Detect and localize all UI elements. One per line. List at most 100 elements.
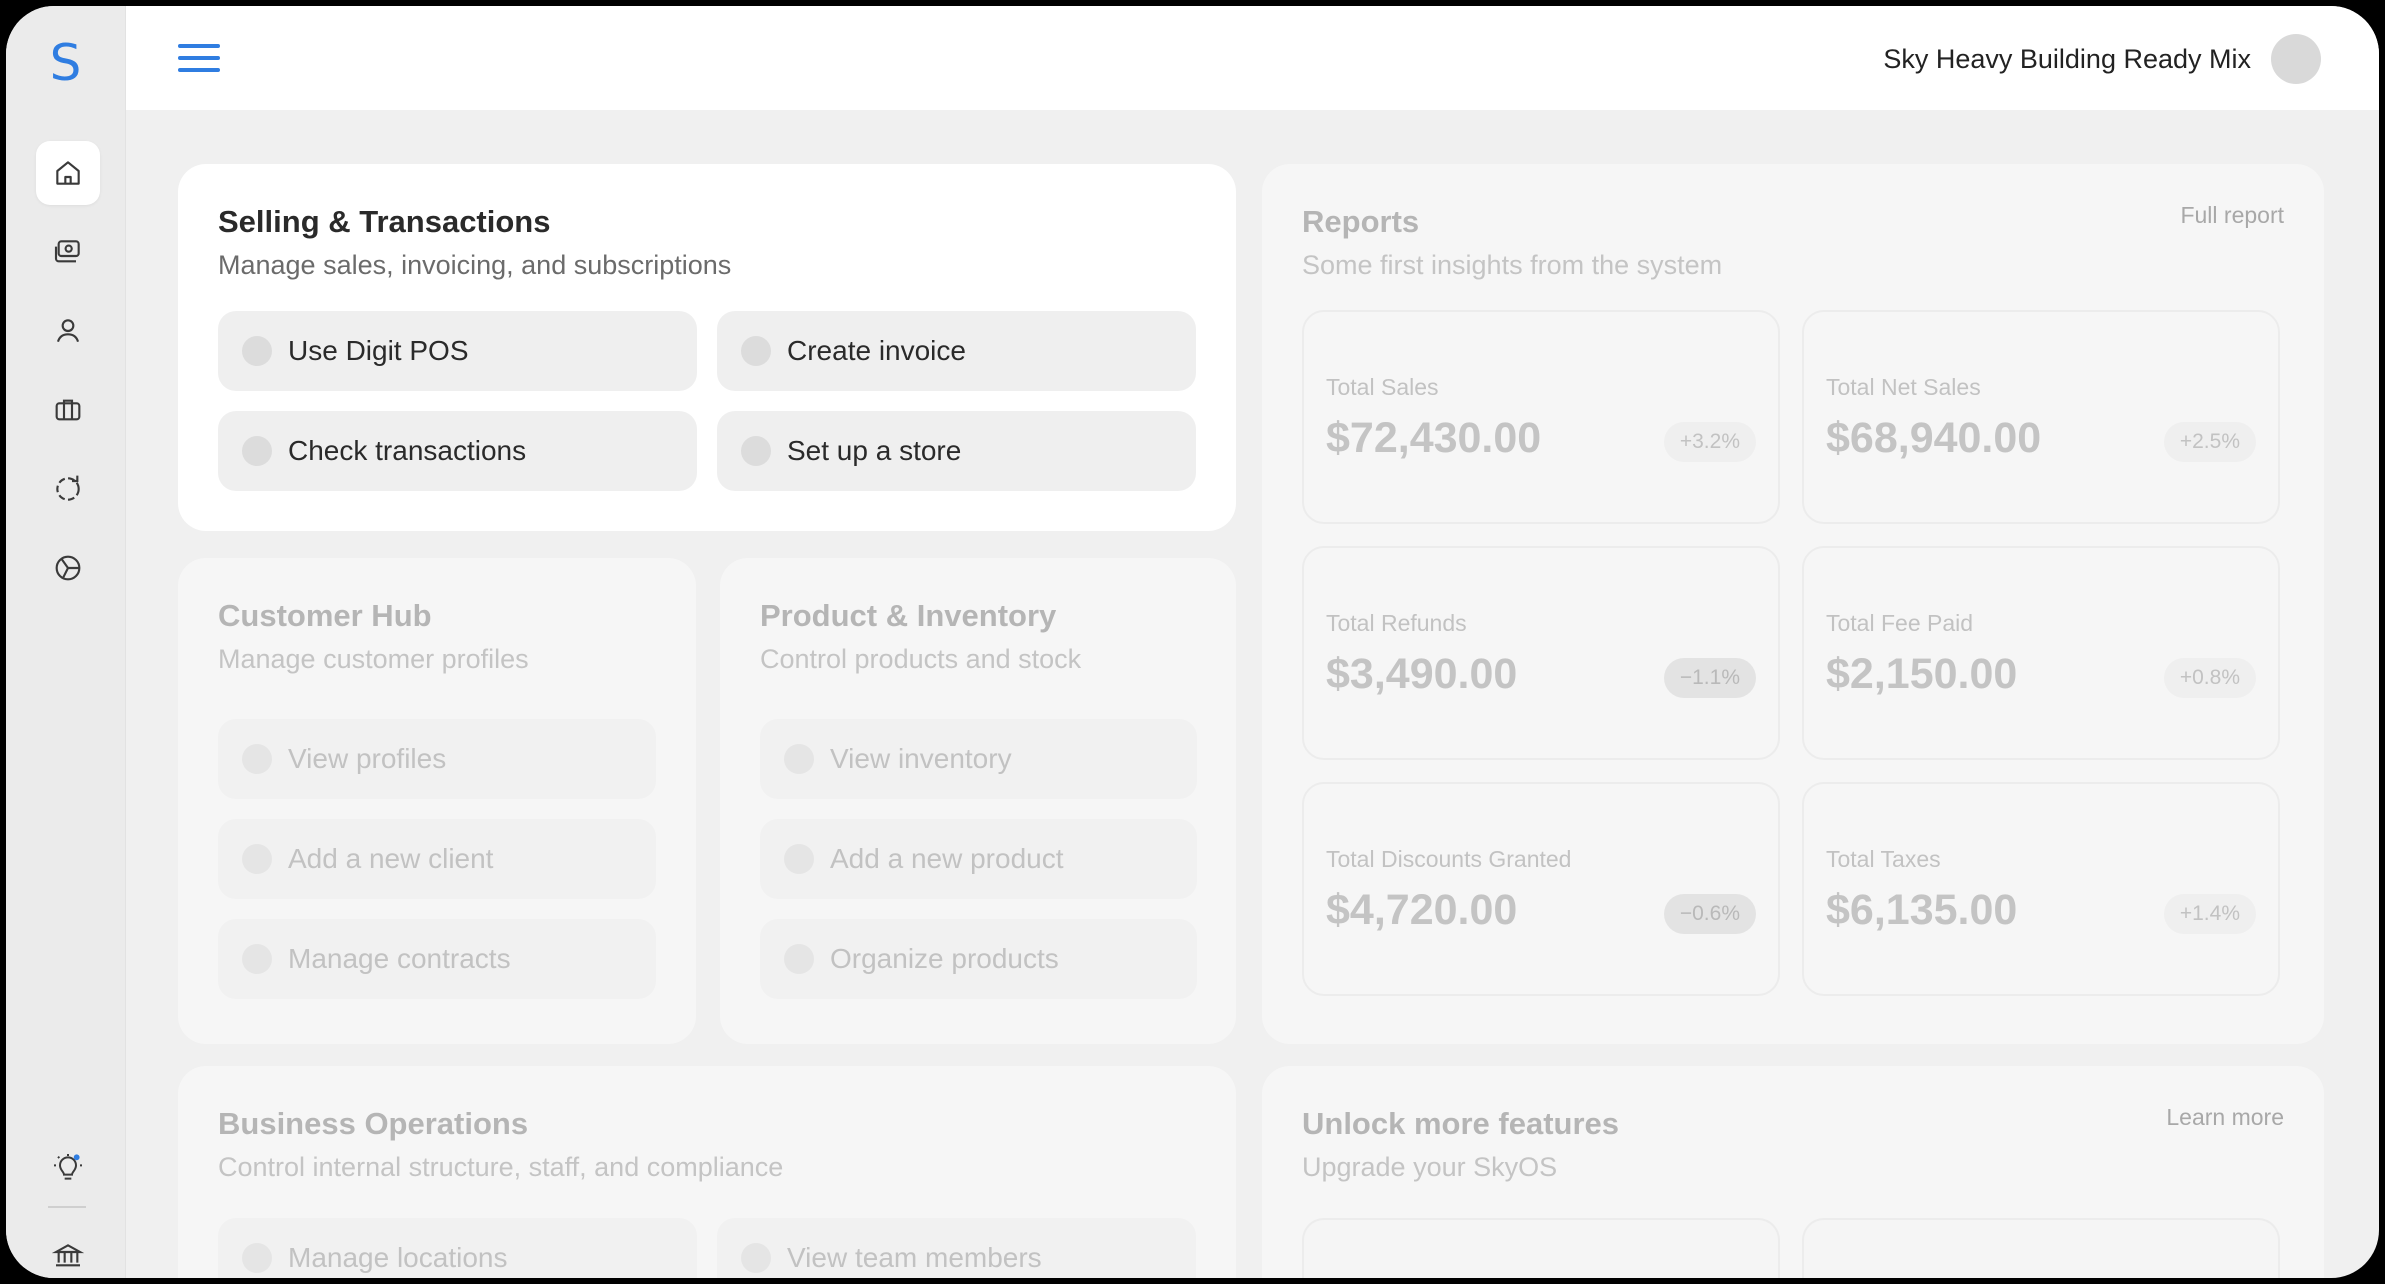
card-subtitle: Some first insights from the system [1302,250,1723,280]
business-operations-card: Business Operations Control internal str… [178,1066,1236,1278]
reports-card: Reports Some first insights from the sys… [1262,164,2324,1044]
feature-promo-tile[interactable] [1802,1218,2280,1278]
stat-total-taxes[interactable]: Total Taxes $6,135.00 +1.4% [1802,782,2280,996]
stat-total-fee-paid[interactable]: Total Fee Paid $2,150.00 +0.8% [1802,546,2280,760]
stat-change-badge: +2.5% [2163,422,2256,462]
action-icon [784,844,814,874]
stat-value: $3,490.00 [1326,650,1518,698]
action-icon [784,744,814,774]
action-label: View profiles [288,743,447,774]
stat-label: Total Net Sales [1826,374,1981,400]
refresh-cycle-icon [56,475,80,501]
user-icon [56,319,80,343]
sidebar-item-subscriptions[interactable] [36,457,100,521]
action-icon [242,944,272,974]
sidebar: S [6,6,126,1278]
sidebar-item-tips[interactable] [36,1136,100,1200]
stat-total-sales[interactable]: Total Sales $72,430.00 +3.2% [1302,310,1780,524]
action-label: View inventory [830,743,1012,774]
add-product-button[interactable]: Add a new product [760,819,1197,899]
sidebar-item-customers[interactable] [36,299,100,363]
use-digit-pos-button[interactable]: Use Digit POS [218,311,697,391]
manage-locations-button[interactable]: Manage locations [218,1218,697,1278]
stat-total-refunds[interactable]: Total Refunds $3,490.00 −1.1% [1302,546,1780,760]
stat-change-badge: −0.6% [1663,894,1756,934]
selling-card: Selling & Transactions Manage sales, inv… [178,164,1236,531]
action-label: Add a new product [830,843,1064,874]
view-team-members-button[interactable]: View team members [717,1218,1196,1278]
menu-icon[interactable] [178,44,220,76]
view-profiles-button[interactable]: View profiles [218,719,656,799]
sidebar-divider [48,1206,86,1208]
action-icon [741,336,771,366]
stat-value: $68,940.00 [1826,414,2042,462]
stat-change-badge: +1.4% [2163,894,2256,934]
stat-change-badge: −1.1% [1663,658,1756,698]
app-logo[interactable]: S [49,34,82,92]
action-icon [741,436,771,466]
action-icon [242,336,272,366]
stat-change-badge: +0.8% [2163,658,2256,698]
action-label: Manage contracts [288,943,511,974]
stat-total-discounts[interactable]: Total Discounts Granted $4,720.00 −0.6% [1302,782,1780,996]
organize-products-button[interactable]: Organize products [760,919,1197,999]
action-label: Add a new client [288,843,494,874]
stat-label: Total Discounts Granted [1326,846,1572,872]
app-window: S Sky Heavy Building Ready [6,6,2379,1278]
action-icon [784,944,814,974]
top-bar: Sky Heavy Building Ready Mix [126,6,2379,110]
manage-contracts-button[interactable]: Manage contracts [218,919,656,999]
action-label: View team members [787,1242,1042,1273]
sidebar-item-reports[interactable] [36,536,100,600]
action-icon [741,1243,771,1273]
set-up-store-button[interactable]: Set up a store [717,411,1196,491]
pie-chart-icon [55,555,81,581]
home-icon [56,161,80,185]
create-invoice-button[interactable]: Create invoice [717,311,1196,391]
notification-dot [73,1154,80,1161]
sidebar-item-business[interactable] [36,378,100,442]
stat-label: Total Fee Paid [1826,610,1974,636]
payments-icon [54,240,80,263]
unlock-features-card: Unlock more features Upgrade your SkyOS … [1262,1066,2324,1278]
action-icon [242,844,272,874]
stat-label: Total Refunds [1326,610,1467,636]
stat-value: $4,720.00 [1326,886,1518,934]
card-title: Reports [1302,204,1420,239]
add-client-button[interactable]: Add a new client [218,819,656,899]
action-label: Create invoice [787,335,966,366]
feature-promo-tile[interactable] [1302,1218,1780,1278]
full-report-link[interactable]: Full report [2180,202,2284,228]
action-label: Check transactions [288,435,527,466]
action-label: Set up a store [787,435,962,466]
bank-icon [52,1244,84,1267]
lightbulb-icon [54,1154,82,1180]
stat-value: $6,135.00 [1826,886,2018,934]
card-subtitle: Control products and stock [760,644,1082,674]
sidebar-item-payments[interactable] [36,220,100,284]
business-name[interactable]: Sky Heavy Building Ready Mix [1883,44,2251,74]
view-inventory-button[interactable]: View inventory [760,719,1197,799]
action-icon [242,744,272,774]
sidebar-item-home[interactable] [36,141,100,205]
stat-label: Total Taxes [1826,846,1941,872]
sidebar-item-bank[interactable] [36,1224,100,1278]
check-transactions-button[interactable]: Check transactions [218,411,697,491]
action-label: Manage locations [288,1242,508,1273]
card-title: Customer Hub [218,598,432,633]
card-subtitle: Manage customer profiles [218,644,529,674]
card-subtitle: Control internal structure, staff, and c… [218,1152,784,1182]
avatar[interactable] [2271,34,2321,84]
stat-value: $72,430.00 [1326,414,1542,462]
customer-hub-card: Customer Hub Manage customer profiles Vi… [178,558,696,1044]
learn-more-link[interactable]: Learn more [2166,1104,2284,1130]
action-label: Use Digit POS [288,335,469,366]
stat-total-net-sales[interactable]: Total Net Sales $68,940.00 +2.5% [1802,310,2280,524]
stat-label: Total Sales [1326,374,1439,400]
action-label: Organize products [830,943,1059,974]
briefcase-icon [55,399,81,421]
card-title: Unlock more features [1302,1106,1619,1141]
card-title: Business Operations [218,1106,529,1141]
stat-change-badge: +3.2% [1663,422,1756,462]
card-subtitle: Upgrade your SkyOS [1302,1152,1558,1182]
